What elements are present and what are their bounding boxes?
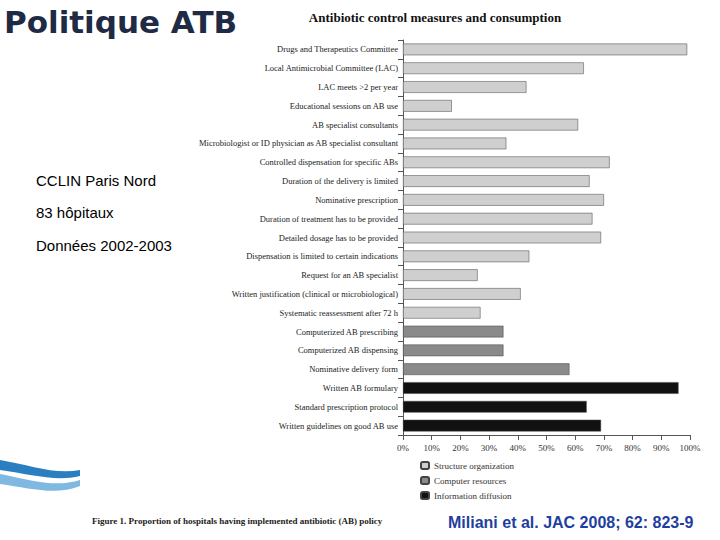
html-text:Miliani et al. JAC 2008; 62: 8: Miliani et al. JAC 2008; 62: 823-9 [448,514,694,531]
svg-text:Detailed dosage has to be prov: Detailed dosage has to be provided [279,233,399,243]
svg-text:60%: 60% [567,443,584,453]
svg-text:Structure organization: Structure organization [434,461,515,471]
svg-text:Dispensation is limited to cer: Dispensation is limited to certain indic… [246,251,398,261]
html-text:83 hôpitaux: 83 hôpitaux [36,204,114,221]
svg-text:100%: 100% [680,443,702,453]
svg-text:80%: 80% [624,443,641,453]
svg-text:Nominative delivery form: Nominative delivery form [309,364,398,374]
svg-text:Computerized AB prescribing: Computerized AB prescribing [296,327,399,337]
svg-text:AB specialist consultants: AB specialist consultants [312,120,398,130]
svg-text:Request for an AB specialist: Request for an AB specialist [301,270,398,280]
svg-text:Systematic reassessment after: Systematic reassessment after 72 h [280,308,399,318]
svg-text:Information diffusion: Information diffusion [434,491,512,501]
svg-text:Written guidelines on good AB: Written guidelines on good AB use [279,421,399,431]
svg-text:Nominative prescription: Nominative prescription [315,195,399,205]
svg-text:40%: 40% [510,443,527,453]
html-text:CCLIN Paris Nord: CCLIN Paris Nord [36,172,156,189]
svg-text:Written AB formulary: Written AB formulary [323,383,399,393]
svg-text:10%: 10% [423,443,440,453]
svg-text:Standard prescription protocol: Standard prescription protocol [295,402,399,412]
svg-text:50%: 50% [538,443,555,453]
html-text:Données 2002-2003: Données 2002-2003 [36,237,172,254]
svg-text:Written justification (clinica: Written justification (clinical or micro… [232,289,398,299]
svg-text:Antibiotic control measures an: Antibiotic control measures and consumpt… [309,10,562,25]
html-text:Figure 1. Proportion of hospit: Figure 1. Proportion of hospitals having… [92,516,383,526]
svg-text:30%: 30% [481,443,498,453]
svg-text:Microbiologist or ID physician: Microbiologist or ID physician as AB spe… [199,138,399,148]
svg-text:Duration of treatment has to b: Duration of treatment has to be provided [260,214,399,224]
svg-text:Drugs and Therapeutics Committ: Drugs and Therapeutics Committee [277,44,398,54]
html-text:Politique ATB: Politique ATB [4,4,238,40]
svg-text:Computerized AB dispensing: Computerized AB dispensing [298,345,399,355]
svg-text:Local Antimicrobial Committee: Local Antimicrobial Committee (LAC) [265,63,399,73]
svg-text:20%: 20% [452,443,469,453]
svg-text:Duration of the delivery is li: Duration of the delivery is limited [282,176,399,186]
svg-text:Controlled dispensation for sp: Controlled dispensation for specific ABs [260,157,398,167]
svg-text:LAC meets >2 per year: LAC meets >2 per year [318,82,398,92]
svg-text:Computer resources: Computer resources [434,476,507,486]
svg-text:Educational sessions on AB use: Educational sessions on AB use [290,101,398,111]
svg-text:0%: 0% [397,443,410,453]
svg-text:70%: 70% [596,443,613,453]
svg-text:90%: 90% [653,443,670,453]
